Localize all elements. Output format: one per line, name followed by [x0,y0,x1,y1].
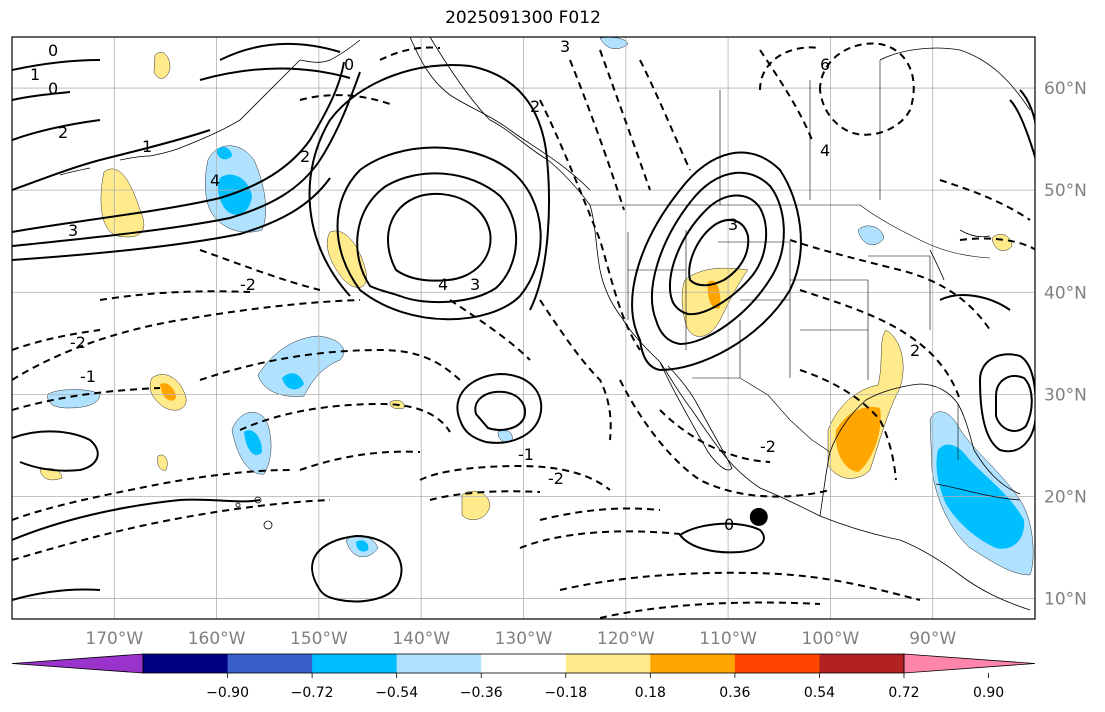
positive-anomaly-patch [153,52,171,79]
colorbar-segment [143,654,229,673]
positive-anomaly-patch [461,490,491,520]
contour-label: 4 [438,275,448,294]
latitude-tick-label: 40°N [1044,283,1087,303]
longitude-tick-label: 110°W [699,629,757,649]
contour-label: 3 [68,221,78,240]
longitude-tick-labels: 170°W 160°W 150°W 140°W 130°W 120°W 110°W 100°W… [85,629,956,649]
longitude-tick-label: 160°W [188,629,246,649]
contour-label: 6 [820,55,830,74]
contour-label: 3 [728,215,738,234]
colorbar-frame [142,653,905,674]
colorbar-segment [734,654,820,673]
contour-label: -2 [760,437,776,456]
negative-anomaly-patch [244,430,262,456]
colorbar-extend-low [11,653,144,674]
colorbar-tick-label: 0.18 [635,685,666,701]
graticule [12,37,1035,619]
contour-label: 1 [30,65,40,84]
positive-anomaly-patch [707,280,721,309]
negative-anomaly-patch [257,335,345,397]
longitude-tick-label: 100°W [802,629,860,649]
contour-label: 3 [560,37,570,56]
contour-label: 4 [820,141,830,160]
map-title: 2025091300 F012 [445,8,601,28]
negative-anomaly-patch [218,174,252,215]
latitude-tick-label: 30°N [1044,385,1087,405]
contour-label: 2 [58,123,68,142]
negative-anomaly-patch [216,147,232,160]
contour-label: -2 [548,469,564,488]
longitude-tick-label: 130°W [495,629,553,649]
colorbar-segment [565,654,651,673]
political-borders [590,60,991,460]
colorbar-tick-label: −0.54 [375,685,418,701]
contour-label: -1 [518,445,534,464]
colorbar-tick-label: −0.90 [206,685,249,701]
negative-anomaly-patch [857,225,885,245]
contour-label: 4 [210,171,220,190]
negative-anomaly-patch [356,540,369,552]
positive-anomaly-patch [160,383,176,401]
colorbar-tick-label: −0.72 [291,685,334,701]
colorbar-segment [227,654,313,673]
longitude-tick-label: 140°W [392,629,450,649]
colorbar-segment [819,654,905,673]
longitude-tick-label: 90°W [909,629,956,649]
positive-anomaly-patch [835,406,881,472]
colorbar-tick-label: 0.54 [804,685,835,701]
colorbar-tick-label: 0.36 [719,685,750,701]
contour-label: -1 [80,367,96,386]
contour-label: 1 [142,137,152,156]
longitude-tick-label: 120°W [597,629,655,649]
colorbar-tick-label: 0.72 [888,685,919,701]
colorbar-segment [396,654,482,673]
longitude-tick-label: 150°W [290,629,348,649]
colorbar-segment [312,654,398,673]
latitude-tick-labels: 60°N 50°N 40°N 30°N 20°N 10°N [1044,79,1087,610]
colorbar: −0.90 −0.72 −0.54 −0.36 −0.18 0.18 0.36 0.54 0.7… [11,653,1036,701]
latitude-tick-label: 50°N [1044,181,1087,201]
contour-label: -2 [240,275,256,294]
contour-label: 2 [910,341,920,360]
colorbar-segment [650,654,736,673]
positive-anomaly-patch [326,230,367,288]
latitude-tick-label: 60°N [1044,79,1087,99]
latitude-tick-label: 20°N [1044,487,1087,507]
contour-labels: 0 0 0 0 1 1 2 2 2 2 3 3 3 3 4 4 4 6 -1 -… [30,37,920,534]
colorbar-segment [481,654,567,673]
colorbar-tick-label: −0.36 [460,685,503,701]
contour-label: 0 [344,55,354,74]
colorbar-tick-label: −0.18 [544,685,587,701]
colorbar-extend-high [903,653,1036,674]
contour-lines [12,42,1035,619]
positive-anomaly-patch [157,454,168,471]
contour-label: 0 [724,515,734,534]
contour-label: 2 [300,147,310,166]
latitude-tick-label: 10°N [1044,590,1087,610]
negative-anomaly-patch [282,373,304,390]
longitude-tick-label: 170°W [85,629,143,649]
contour-label: 0 [48,41,58,60]
contour-label: 0 [48,79,58,98]
contour-label: 2 [530,97,540,116]
colorbar-tick-label: 0.90 [973,685,1004,701]
map-frame [11,36,1036,620]
contour-label: 3 [470,275,480,294]
contour-label: -2 [70,333,86,352]
location-marker [749,507,768,526]
